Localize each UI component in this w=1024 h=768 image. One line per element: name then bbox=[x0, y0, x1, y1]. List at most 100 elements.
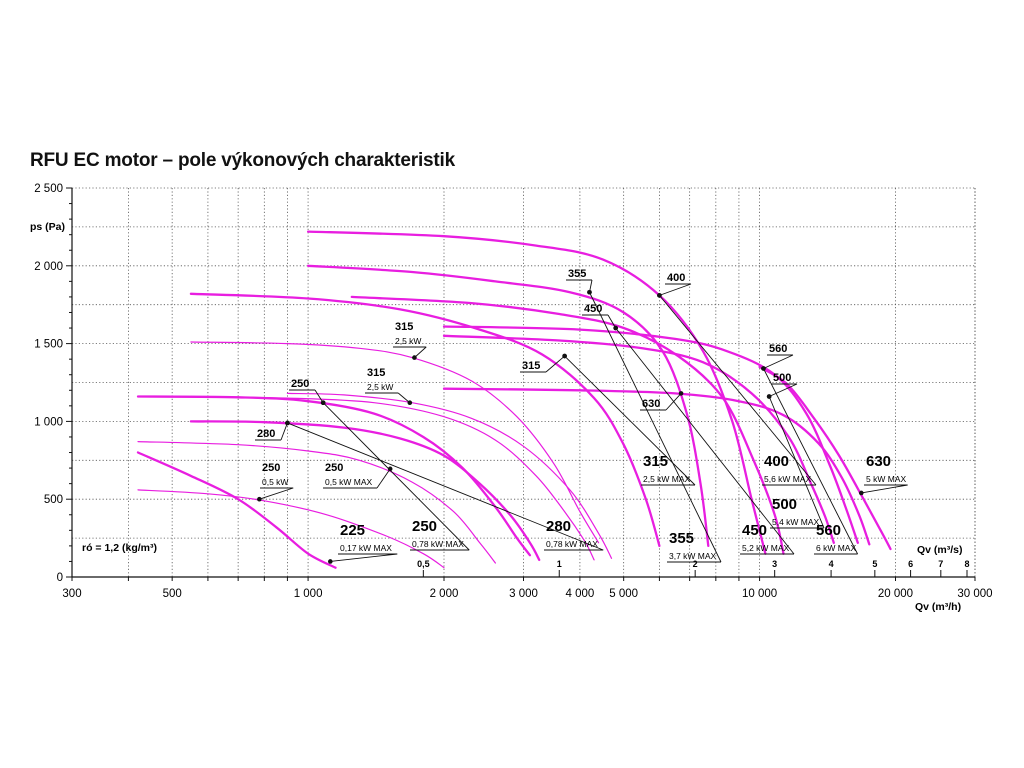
curve-marker bbox=[407, 400, 413, 406]
chart-title: RFU EC motor – pole výkonových charakter… bbox=[30, 150, 455, 171]
leader-line bbox=[763, 354, 794, 369]
x-tick-label: 4 000 bbox=[566, 588, 595, 600]
curve-marker bbox=[613, 325, 618, 331]
x2-tick-label: 5 bbox=[872, 559, 877, 569]
x2-tick-label: 8 bbox=[964, 559, 969, 569]
curve-label-motor: 0,78 kW MAX bbox=[546, 539, 598, 549]
curve-250-1 bbox=[137, 489, 445, 569]
x2-tick-label: 4 bbox=[829, 559, 834, 569]
curve-630-14 bbox=[442, 387, 871, 546]
curve-label-motor: 5,4 kW MAX bbox=[772, 517, 820, 527]
curve-label-size: 630 bbox=[866, 453, 891, 470]
grid bbox=[71, 187, 976, 577]
x-tick-label: 500 bbox=[163, 588, 182, 600]
curve-label-450: 450 bbox=[582, 303, 618, 331]
y-tick-label: 1 000 bbox=[34, 416, 63, 428]
curve-label-size: 315 bbox=[395, 321, 413, 333]
x2-tick-label: 3 bbox=[772, 559, 777, 569]
curve-label-motor: 2,5 kW bbox=[395, 336, 421, 346]
leader-line bbox=[287, 422, 604, 551]
leader-line bbox=[330, 553, 398, 562]
curve-marker bbox=[328, 559, 333, 564]
curve-label-225: 225 0,17 kW MAX bbox=[328, 522, 398, 564]
x-axis-label: Qv (m³/h) bbox=[915, 601, 961, 613]
leader-line bbox=[763, 368, 859, 555]
leader-line bbox=[589, 292, 722, 563]
x-tick-label: 3 000 bbox=[509, 588, 538, 600]
curve-marker bbox=[257, 496, 262, 502]
curve-label-size: 225 bbox=[340, 522, 365, 539]
leader-line bbox=[607, 314, 617, 329]
curve-label-motor: 0,5 kW bbox=[262, 477, 288, 487]
leader-line bbox=[376, 468, 391, 489]
x-tick-label: 2 000 bbox=[430, 588, 459, 600]
curve-label-size: 280 bbox=[257, 428, 275, 440]
curve-label-400: 400 bbox=[657, 272, 692, 298]
curve-450-11 bbox=[350, 295, 785, 555]
x2-axis-label: Qv (m³/s) bbox=[917, 544, 963, 556]
curve-315-6 bbox=[190, 341, 600, 544]
curve-315-7 bbox=[286, 392, 613, 559]
curve-label-315: 315 2,5 kW bbox=[393, 321, 427, 360]
x2-tick-label: 6 bbox=[908, 559, 913, 569]
curve-500-12 bbox=[442, 334, 835, 544]
curve-label-motor: 3,7 kW MAX bbox=[669, 551, 717, 561]
x2-tick-label: 0,5 bbox=[417, 559, 430, 569]
curve-315-8 bbox=[189, 292, 661, 548]
curve-label-size: 315 bbox=[522, 360, 540, 372]
curve-label-size: 250 bbox=[325, 462, 343, 474]
curve-label-size: 355 bbox=[669, 530, 694, 547]
curve-225-0 bbox=[136, 451, 337, 569]
leader-line bbox=[280, 422, 288, 441]
curve-label-450: 450 5,2 kW MAX bbox=[613, 325, 795, 555]
y-tick-label: 2 500 bbox=[34, 183, 63, 195]
x-tick-label: 5 000 bbox=[609, 588, 638, 600]
leader-line bbox=[768, 396, 825, 529]
curve-label-motor: 0,78 kW MAX bbox=[412, 539, 464, 549]
curve-label-motor: 2,5 kW bbox=[367, 382, 393, 392]
curve-marker bbox=[562, 353, 567, 359]
density-note: ró = 1,2 (kg/m³) bbox=[82, 542, 157, 554]
y-tick-label: 1 500 bbox=[34, 339, 63, 351]
curve-label-motor: 2,5 kW MAX bbox=[643, 474, 691, 484]
curve-label-motor: 0,5 kW MAX bbox=[325, 477, 373, 487]
leader-line bbox=[414, 346, 427, 358]
curve-label-355: 355 3,7 kW MAX bbox=[587, 289, 722, 563]
curve-label-280: 280 0,78 kW MAX bbox=[285, 420, 604, 551]
curve-label-250: 250 0,5 kW bbox=[257, 462, 294, 502]
curve-label-size: 315 bbox=[643, 453, 668, 470]
curve-marker bbox=[587, 289, 592, 295]
leader-line bbox=[615, 327, 795, 555]
curve-label-250: 250 0,78 kW MAX bbox=[320, 400, 470, 551]
curves bbox=[136, 230, 892, 569]
curve-label-500: 500 5,4 kW MAX bbox=[766, 394, 825, 529]
curve-label-size: 560 bbox=[769, 343, 787, 355]
curve-label-250: 250 0,5 kW MAX bbox=[323, 462, 393, 489]
leader-line bbox=[861, 484, 908, 494]
curve-label-motor: 6 kW MAX bbox=[816, 543, 856, 553]
x-tick-label: 1 000 bbox=[294, 588, 323, 600]
curve-250-2 bbox=[137, 441, 496, 564]
leader-line bbox=[545, 355, 565, 373]
curve-label-560: 560 6 kW MAX bbox=[761, 366, 859, 555]
y-tick-label: 0 bbox=[57, 572, 63, 584]
x-tick-label: 10 000 bbox=[742, 588, 777, 600]
leader-line bbox=[322, 402, 470, 551]
curve-label-size: 400 bbox=[764, 453, 789, 470]
curve-label-size: 315 bbox=[367, 367, 385, 379]
curve-marker bbox=[859, 490, 864, 496]
curve-label-motor: 5 kW MAX bbox=[866, 474, 906, 484]
x-tick-label: 300 bbox=[62, 588, 81, 600]
curve-marker bbox=[320, 400, 326, 406]
curve-label-size: 500 bbox=[772, 496, 797, 513]
x2-tick-label: 2 bbox=[693, 559, 698, 569]
curve-label-size: 450 bbox=[584, 303, 602, 315]
leader-line bbox=[768, 383, 798, 397]
curve-marker bbox=[678, 391, 684, 396]
y-axis-label: ps (Pa) bbox=[30, 221, 65, 233]
leader-line bbox=[659, 295, 817, 486]
leader-line bbox=[665, 393, 682, 411]
y-tick-label: 2 000 bbox=[34, 261, 63, 273]
